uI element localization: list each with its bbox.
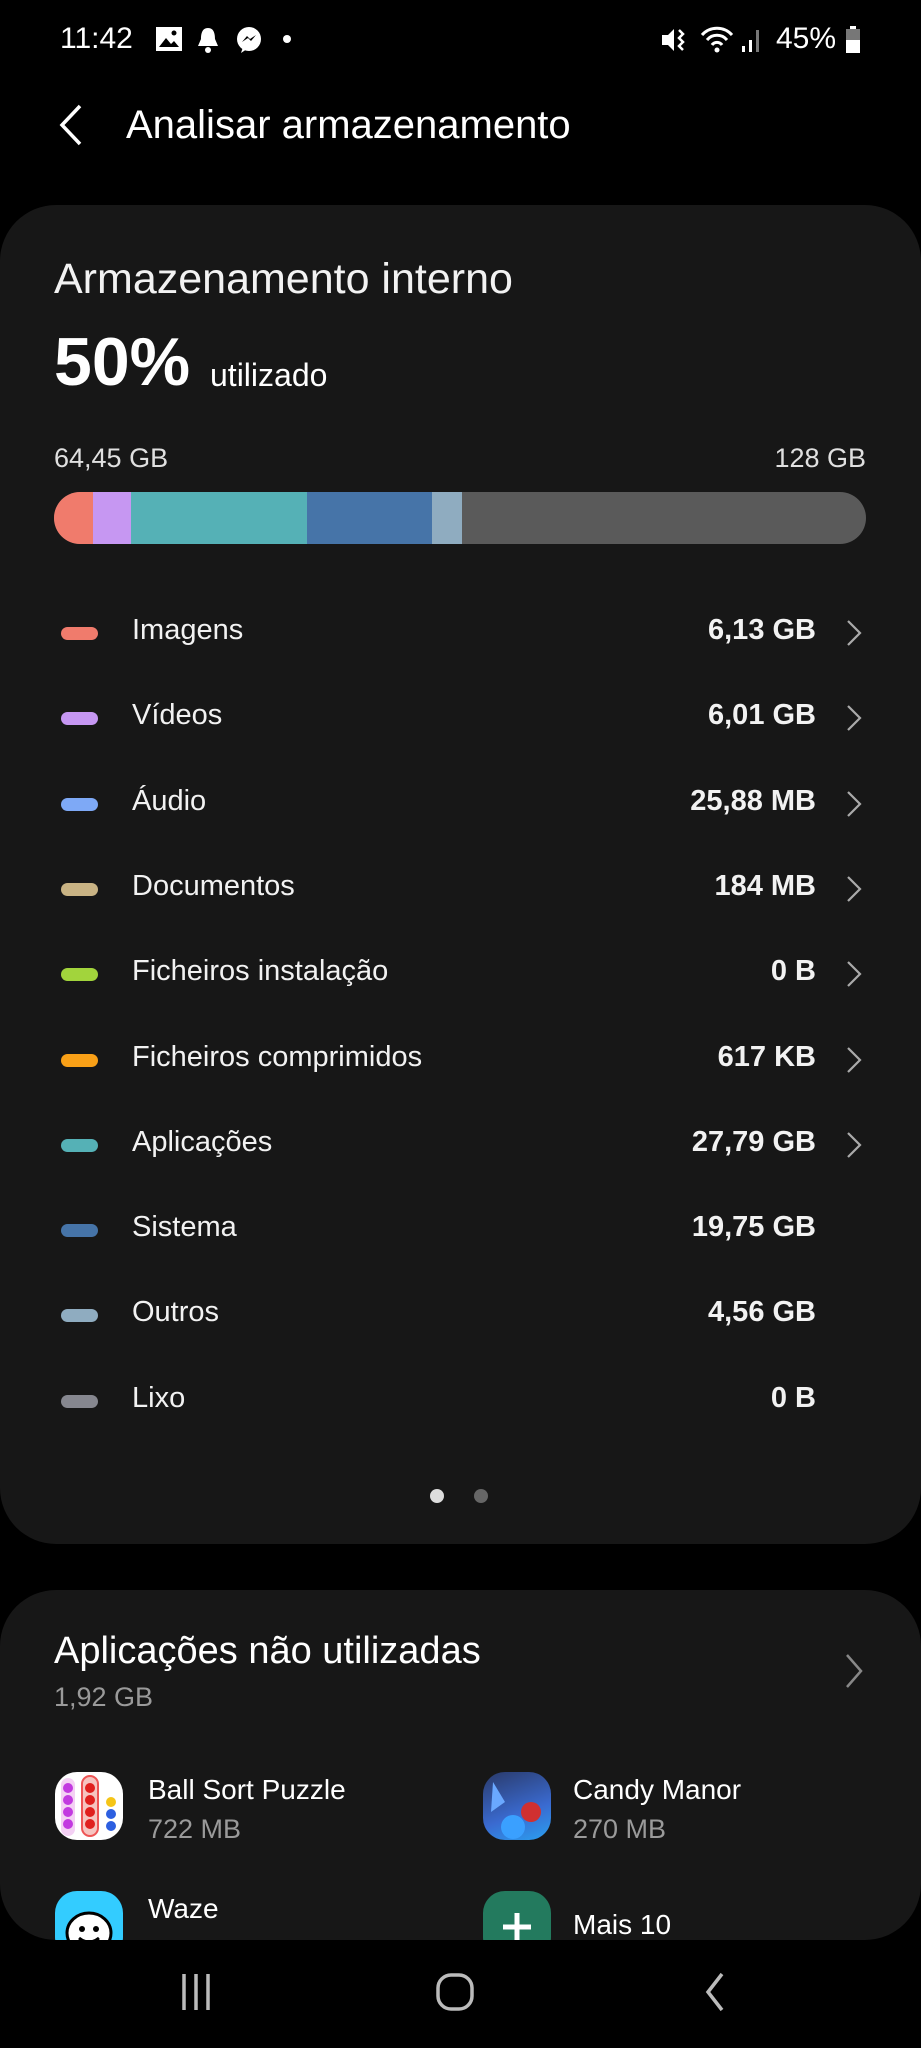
- back-icon[interactable]: [700, 1970, 730, 2014]
- status-time: 11:42: [60, 22, 133, 55]
- app-item-ball-sort-puzzle[interactable]: Ball Sort Puzzle 722 MB: [55, 1772, 346, 1844]
- candy-manor-icon: [483, 1772, 551, 1840]
- app-name: Mais 10: [573, 1909, 672, 1940]
- app-item-candy-manor[interactable]: Candy Manor 270 MB: [483, 1772, 741, 1844]
- category-value: 0 B: [770, 955, 816, 988]
- more-apps-item[interactable]: Mais 10: [483, 1891, 671, 1940]
- chevron-right-icon: [847, 961, 862, 987]
- category-color-dot: [61, 797, 98, 811]
- chevron-right-icon: [847, 1046, 862, 1073]
- category-color-dot: [61, 1394, 98, 1408]
- app-size: 722 MB: [148, 1814, 242, 1844]
- storage-percent: 50%: [54, 324, 191, 400]
- unused-apps-size: 1,92 GB: [54, 1682, 154, 1712]
- category-row: Outros 4,56 GB: [0, 1272, 921, 1357]
- page-indicator-inactive[interactable]: [474, 1489, 488, 1503]
- chevron-right-icon: [847, 1132, 862, 1158]
- category-label: Outros: [132, 1296, 220, 1329]
- category-color-dot: [61, 882, 98, 896]
- signal-icon: [742, 30, 759, 52]
- category-value: 19,75 GB: [691, 1211, 816, 1244]
- waze-icon: [55, 1891, 123, 1940]
- app-name: Ball Sort Puzzle: [148, 1774, 346, 1805]
- storage-title: Armazenamento interno: [54, 255, 513, 303]
- category-color-dot: [61, 1138, 98, 1152]
- storage-used: 64,45 GB: [54, 443, 169, 473]
- chevron-right-icon: [847, 705, 862, 732]
- category-row[interactable]: Aplicações 27,79 GB: [0, 1102, 921, 1187]
- wifi-icon: [700, 26, 734, 53]
- category-color-dot: [61, 627, 98, 640]
- recents-icon[interactable]: [178, 1970, 214, 2014]
- category-row[interactable]: Vídeos 6,01 GB: [0, 675, 921, 760]
- mute-vibrate-icon: [662, 29, 685, 51]
- unused-apps-card[interactable]: Aplicações não utilizadas 1,92 GB Ball S…: [0, 1590, 921, 1940]
- category-color-dot: [61, 1309, 98, 1323]
- category-label: Ficheiros instalação: [132, 955, 389, 988]
- category-value: 6,01 GB: [708, 699, 816, 732]
- page-title: Analisar armazenamento: [126, 103, 571, 147]
- status-bar: 11:42 45%: [0, 20, 921, 64]
- category-value: 617 KB: [717, 1040, 816, 1073]
- ball-sort-puzzle-icon: [55, 1772, 123, 1840]
- category-value: 4,56 GB: [708, 1296, 816, 1329]
- battery-percent: 45%: [776, 22, 837, 55]
- category-value: 25,88 MB: [690, 784, 816, 817]
- category-row[interactable]: Áudio 25,88 MB: [0, 761, 921, 846]
- category-label: Sistema: [132, 1211, 237, 1244]
- bar-segment-sistema: [307, 492, 433, 544]
- category-label: Lixo: [132, 1381, 186, 1414]
- category-row[interactable]: Ficheiros instalação 0 B: [0, 931, 921, 1016]
- page-indicator-active[interactable]: [430, 1489, 444, 1503]
- category-label: Documentos: [132, 869, 295, 902]
- storage-usage-bar: [54, 492, 866, 544]
- category-row[interactable]: Imagens 6,13 GB: [0, 590, 921, 675]
- gallery-icon: [156, 27, 182, 51]
- bar-segment-outros: [432, 492, 462, 544]
- more-apps-icon: [483, 1891, 551, 1940]
- chevron-right-icon: [847, 790, 862, 817]
- chevron-right-icon: [847, 876, 862, 902]
- category-color-dot: [61, 1224, 98, 1238]
- category-label: Aplicações: [132, 1125, 273, 1158]
- dot-icon: [283, 35, 291, 43]
- app-item-waze[interactable]: Waze: [55, 1891, 219, 1940]
- battery-icon: [846, 26, 860, 53]
- app-name: Candy Manor: [573, 1774, 742, 1805]
- chevron-right-icon[interactable]: [843, 1652, 865, 1690]
- category-value: 6,13 GB: [708, 614, 816, 646]
- storage-total: 128 GB: [774, 443, 866, 473]
- category-value: 184 MB: [714, 869, 816, 902]
- category-value: 27,79 GB: [691, 1125, 816, 1158]
- internal-storage-card: Armazenamento interno 50% utilizado 64,4…: [0, 205, 921, 1544]
- category-color-dot: [61, 1053, 98, 1067]
- bell-icon: [198, 28, 218, 53]
- app-name: Waze: [148, 1893, 219, 1924]
- home-icon[interactable]: [434, 1970, 478, 2014]
- bar-segment-aplicações: [131, 492, 308, 544]
- category-value: 0 B: [770, 1381, 816, 1414]
- category-row[interactable]: Documentos 184 MB: [0, 846, 921, 931]
- category-label: Áudio: [132, 784, 207, 817]
- category-label: Ficheiros comprimidos: [132, 1040, 423, 1073]
- category-row: Sistema 19,75 GB: [0, 1187, 921, 1272]
- category-color-dot: [61, 712, 98, 726]
- unused-apps-title: Aplicações não utilizadas: [54, 1630, 481, 1672]
- category-label: Vídeos: [132, 699, 223, 732]
- messenger-icon: [237, 27, 261, 53]
- category-label: Imagens: [132, 614, 244, 646]
- back-button[interactable]: [52, 100, 92, 150]
- category-color-dot: [61, 968, 98, 982]
- bar-segment-vídeos: [92, 492, 132, 544]
- chevron-right-icon: [847, 620, 862, 646]
- bar-segment-imagens: [54, 492, 93, 544]
- storage-percent-label: utilizado: [210, 357, 328, 393]
- category-row[interactable]: Ficheiros comprimidos 617 KB: [0, 1017, 921, 1102]
- category-row: Lixo 0 B: [0, 1358, 921, 1443]
- app-size: 270 MB: [573, 1814, 667, 1844]
